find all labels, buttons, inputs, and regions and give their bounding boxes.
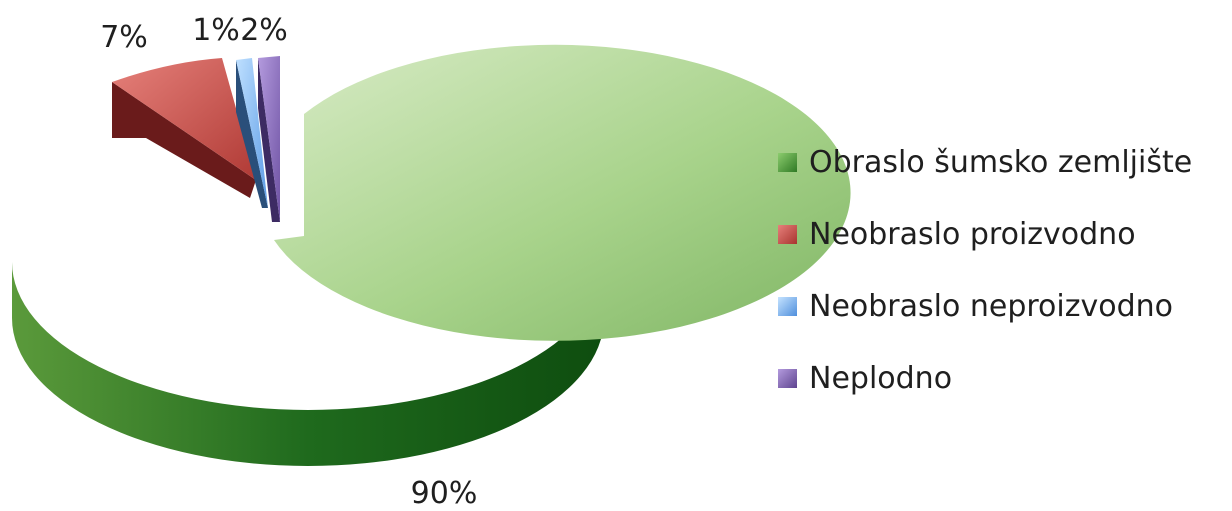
legend: Obraslo šumsko zemljište Neobraslo proiz… — [778, 144, 1228, 396]
legend-item-obraslo: Obraslo šumsko zemljište — [778, 144, 1228, 180]
legend-swatch-purple — [778, 368, 797, 388]
slice-obraslo — [12, 44, 851, 466]
slice-neobraslo-neproizvodno — [236, 58, 268, 208]
data-label-neobraslo-proizvodno: 7% — [100, 20, 148, 55]
data-label-obraslo: 90% — [411, 476, 478, 511]
data-label-neobraslo-neproizvodno: 1% — [192, 13, 240, 48]
slice-neobraslo-proizvodno — [112, 58, 256, 198]
slice-neplodno-top — [258, 56, 280, 222]
legend-label: Obraslo šumsko zemljište — [809, 144, 1193, 180]
slice-neobraslo-proizvodno-top — [112, 58, 256, 180]
legend-swatch-blue — [778, 296, 797, 316]
slice-neobraslo-proizvodno-side — [112, 82, 256, 198]
legend-item-neplodno: Neplodno — [778, 360, 1228, 396]
legend-swatch-green — [778, 152, 797, 172]
legend-swatch-red — [778, 224, 797, 244]
slice-obraslo-side — [12, 262, 604, 466]
legend-label: Neplodno — [809, 360, 953, 396]
legend-item-neobraslo-neproizvodno: Neobraslo neproizvodno — [778, 288, 1228, 324]
data-label-neplodno: 2% — [240, 13, 288, 48]
slice-neplodno — [258, 56, 280, 222]
slice-neobraslo-neproizvodno-top — [236, 58, 268, 208]
legend-label: Neobraslo proizvodno — [809, 216, 1136, 252]
legend-label: Neobraslo neproizvodno — [809, 288, 1174, 324]
legend-item-neobraslo-proizvodno: Neobraslo proizvodno — [778, 216, 1228, 252]
slice-obraslo-top — [274, 44, 851, 341]
